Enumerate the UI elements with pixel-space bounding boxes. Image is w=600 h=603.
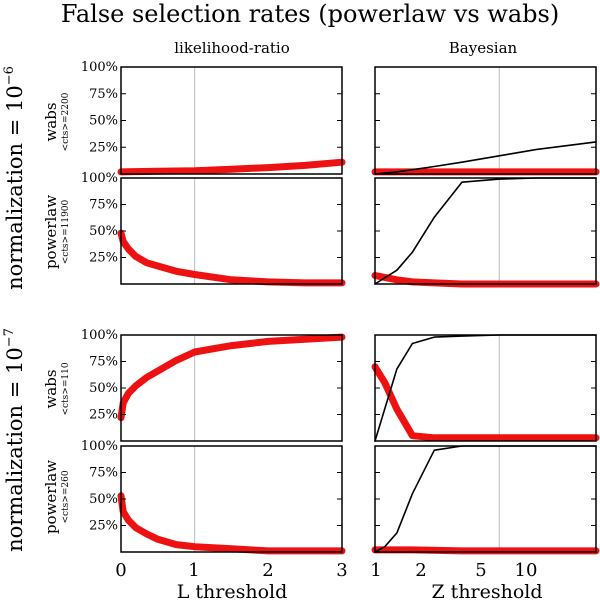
x-tick-left-3: 3 <box>336 560 347 581</box>
series-line-false-selection-rate <box>371 272 600 288</box>
row-label-4: powerlaw <cts>=260 <box>42 460 71 534</box>
y-tick-label: 25% <box>89 519 118 534</box>
y-tick-label: 75% <box>89 466 118 481</box>
x-tick-right-1: 2 <box>415 560 426 581</box>
series-line-false-selection-rate <box>117 229 346 287</box>
panel-r2-c1 <box>371 334 600 442</box>
series-line-comparison <box>374 445 597 553</box>
y-tick-label: 25% <box>89 251 118 266</box>
row-label-4-sub: <cts>=260 <box>61 470 71 523</box>
panel-r2-c0: 100% 75% 50% 25% <box>81 328 346 442</box>
series-line-false-selection-rate <box>117 158 346 176</box>
group-label-1-prefix: normalization = 10 <box>3 85 27 290</box>
row-label-2-text: powerlaw <box>42 195 60 269</box>
row-label-3: wabs <cts>=110 <box>42 362 71 415</box>
row-label-1-text: wabs <box>42 102 60 141</box>
panel-r3-c1 <box>371 445 600 555</box>
y-tick-label: 75% <box>89 198 118 213</box>
series-line-false-selection-rate <box>117 492 346 555</box>
y-tick-label: 100% <box>81 328 118 343</box>
y-tick-label: 100% <box>81 171 118 186</box>
group-label-2-exponent: −7 <box>2 328 17 347</box>
panel-r0-c1 <box>371 66 600 176</box>
group-label-1: normalization = 10−6 <box>2 66 27 290</box>
y-tick-label: 100% <box>81 60 118 75</box>
figure-title: False selection rates (powerlaw vs wabs) <box>61 0 559 28</box>
y-tick-label: 50% <box>89 114 118 129</box>
x-tick-right-2: 5 <box>475 560 486 581</box>
panel-r1-c1 <box>371 177 600 288</box>
svg-text:normalization = 10−7: normalization = 10−7 <box>2 328 27 552</box>
y-tick-label: 25% <box>89 140 118 155</box>
series-line-comparison <box>374 177 597 285</box>
group-label-2: normalization = 10−7 <box>2 328 27 552</box>
series-line-false-selection-rate <box>371 546 600 555</box>
panel-r0-c0: 100% 75% 50% 25% <box>81 60 346 176</box>
x-tick-left-0: 0 <box>115 560 126 581</box>
row-label-3-sub: <cts>=110 <box>61 362 71 415</box>
y-tick-label: 75% <box>89 87 118 102</box>
panel-r3-c0: 100% 75% 50% 25% <box>81 439 346 555</box>
series-line-false-selection-rate <box>371 363 600 442</box>
panels: 100%75%50%25%100%75%50%25%100%75%50%25%1… <box>81 60 600 555</box>
x-tick-left-2: 2 <box>262 560 273 581</box>
x-tick-right-0: 1 <box>370 560 381 581</box>
series-line-comparison <box>374 141 597 175</box>
axes-frame <box>374 445 597 553</box>
row-label-2-sub: <cts>=11900 <box>61 199 71 264</box>
svg-text:normalization = 10−6: normalization = 10−6 <box>2 66 27 290</box>
y-tick-label: 25% <box>89 408 118 423</box>
series-line-false-selection-rate <box>117 333 346 422</box>
row-label-1: wabs <cts>=2200 <box>42 92 71 151</box>
y-tick-label: 50% <box>89 492 118 507</box>
column-title-likelihood-ratio: likelihood-ratio <box>174 39 290 57</box>
y-tick-label: 50% <box>89 381 118 396</box>
panel-r1-c0: 100% 75% 50% 25% <box>81 171 346 287</box>
x-axis-label-right: Z threshold <box>431 581 542 603</box>
column-title-bayesian: Bayesian <box>449 39 518 57</box>
row-label-1-sub: <cts>=2200 <box>61 92 71 151</box>
group-label-1-exponent: −6 <box>2 66 17 85</box>
row-label-2: powerlaw <cts>=11900 <box>42 195 71 269</box>
y-tick-label: 75% <box>89 355 118 370</box>
x-tick-left-1: 1 <box>188 560 199 581</box>
axes-frame <box>374 177 597 285</box>
y-tick-label: 100% <box>81 439 118 454</box>
axes-frame <box>120 66 343 175</box>
row-label-4-text: powerlaw <box>42 460 60 534</box>
x-axis-label-left: L threshold <box>177 581 288 603</box>
x-tick-right-3: 10 <box>515 560 538 581</box>
axes-frame <box>120 334 343 442</box>
group-label-2-prefix: normalization = 10 <box>3 347 27 552</box>
row-label-3-text: wabs <box>42 369 60 408</box>
y-tick-label: 50% <box>89 224 118 239</box>
